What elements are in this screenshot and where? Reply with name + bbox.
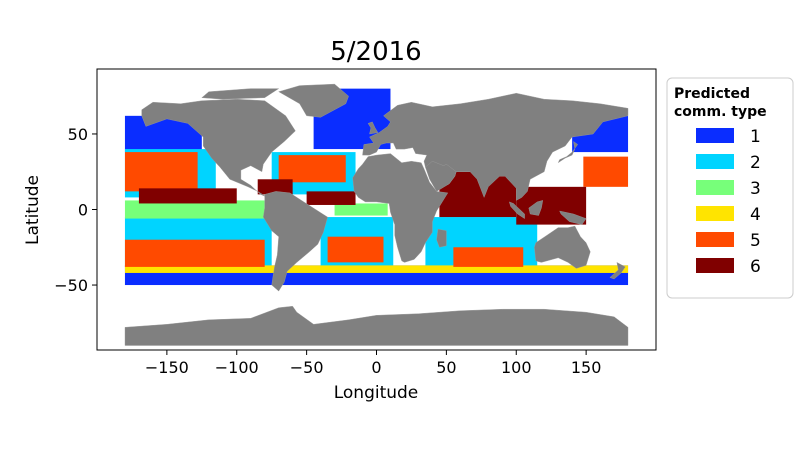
legend-swatch-6: [696, 258, 734, 273]
ocean-region-type-6-18: [138, 188, 237, 204]
legend-label-5: 5: [750, 231, 761, 251]
y-axis-label: Latitude: [23, 175, 43, 245]
y-tick-label: 50: [68, 125, 88, 144]
land-japan: [557, 141, 578, 164]
land-new-zealand: [609, 262, 626, 280]
land-arabia-patch: [425, 160, 457, 192]
chart-title: 5/2016: [330, 37, 421, 67]
ocean-region-type-3-10: [334, 203, 388, 216]
legend-swatch-2: [696, 154, 734, 169]
land-uk: [367, 121, 379, 135]
land-africa: [352, 153, 449, 263]
x-tick-label: −150: [145, 358, 189, 377]
x-tick-label: 100: [501, 358, 532, 377]
land-north-america: [141, 98, 296, 198]
legend-swatch-3: [696, 180, 734, 195]
ocean-region-type-6-19: [257, 179, 293, 195]
x-axis: −150 −100 −50 0 50 100 150: [145, 350, 602, 377]
land-australia: [534, 225, 591, 269]
legend-swatch-4: [696, 206, 734, 221]
land-greenland: [278, 83, 349, 118]
legend-title-line-1: Predicted: [674, 86, 750, 102]
ocean-region-type-5-14: [278, 155, 346, 183]
legend-swatch-5: [696, 232, 734, 247]
land-eurasia: [362, 92, 629, 201]
x-tick-label: 0: [371, 358, 381, 377]
y-tick-label: −50: [54, 276, 88, 295]
ocean-region-type-5-16: [453, 247, 524, 267]
legend-title-line-2: comm. type: [674, 104, 767, 120]
ocean-region-type-5-12: [124, 152, 198, 192]
ocean-region-type-6-20: [306, 191, 356, 205]
land-madagascar: [436, 228, 447, 248]
legend-label-6: 6: [750, 257, 761, 277]
legend: Predicted comm. type 1 2 3 4 5 6: [666, 77, 794, 299]
x-tick-label: −50: [290, 358, 324, 377]
legend-swatch-1: [696, 128, 734, 143]
land-borneo: [528, 200, 544, 216]
x-tick-label: 150: [571, 358, 602, 377]
land-new-guinea: [559, 210, 587, 225]
ocean-region-type-4-11: [124, 265, 629, 273]
x-axis-label: Longitude: [334, 383, 419, 403]
y-tick-label: 0: [78, 201, 88, 220]
ocean-region-type-5-13: [124, 239, 265, 267]
x-tick-label: −100: [215, 358, 259, 377]
land-south-america: [263, 191, 328, 292]
ocean-region-type-5-15: [327, 236, 384, 263]
legend-label-1: 1: [750, 127, 761, 147]
land-canada-islands: [201, 88, 280, 100]
y-axis: −50 0 50: [54, 125, 97, 295]
legend-label-2: 2: [750, 153, 761, 173]
land-layer: [124, 83, 629, 346]
land-antarctica: [124, 305, 629, 346]
legend-label-4: 4: [750, 205, 761, 225]
ocean-region-type-5-17: [583, 156, 629, 187]
land-sumatra: [508, 201, 525, 219]
ocean-data-layer: [124, 88, 629, 286]
legend-label-3: 3: [750, 179, 761, 199]
x-tick-label: 50: [436, 358, 456, 377]
ocean-region-type-3-9: [124, 200, 265, 219]
